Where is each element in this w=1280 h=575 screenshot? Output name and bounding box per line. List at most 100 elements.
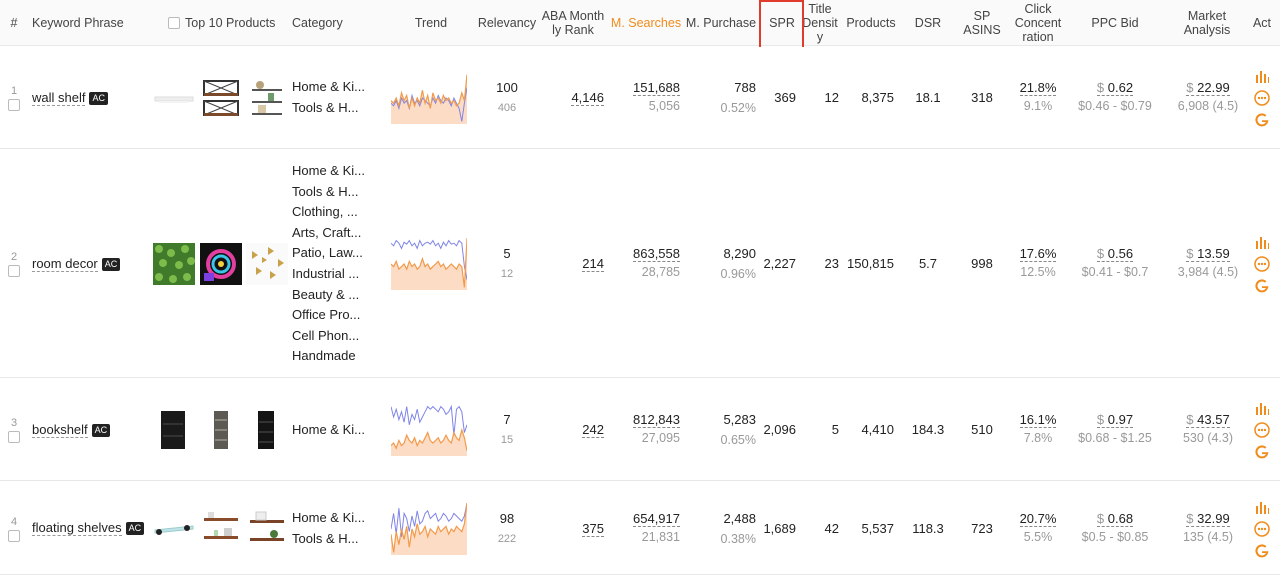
col-top10[interactable]: Top 10 Products [168, 0, 283, 46]
col-spr[interactable]: SPR [769, 16, 795, 30]
google-icon[interactable] [1254, 444, 1270, 460]
col-category[interactable]: Category [292, 16, 343, 30]
select-all-checkbox[interactable] [168, 17, 180, 29]
col-products[interactable]: Products [846, 16, 896, 30]
market-price-value[interactable]: $ 32.99 [1186, 511, 1230, 527]
market-price-value[interactable]: $ 22.99 [1186, 80, 1230, 96]
keyword-link[interactable]: bookshelf [32, 421, 88, 438]
category-item: Office Pro... [292, 307, 361, 323]
col-top10-label: Top 10 Products [185, 16, 276, 30]
row-checkbox[interactable] [8, 99, 20, 111]
category-item: Tools & H... [292, 530, 359, 546]
aba-rank-value[interactable]: 214 [582, 256, 604, 272]
col-click-line3: ration [1022, 30, 1054, 44]
bar-chart-icon[interactable] [1254, 234, 1270, 250]
ppc-bid-cell: $ 0.56 $0.41 - $0.7 [1070, 150, 1160, 378]
trend-cell[interactable] [390, 150, 468, 378]
trend-line-orange [391, 74, 467, 109]
col-ppc-bid[interactable]: PPC Bid [1091, 16, 1139, 30]
products-cell: 8,375 [836, 47, 894, 149]
trend-cell[interactable] [390, 482, 468, 575]
bar-chart-icon[interactable] [1254, 400, 1270, 416]
market-analysis-cell: $ 32.99 135 (4.5) [1166, 482, 1250, 575]
col-market-analysis[interactable]: Market Analysis [1172, 0, 1242, 46]
more-options-icon[interactable] [1254, 90, 1270, 106]
searches-cell: 863,558 28,785 [600, 150, 680, 378]
row-number-cell: 4 [0, 482, 28, 575]
searches-value[interactable]: 863,558 [633, 246, 680, 262]
searches-value[interactable]: 151,688 [633, 80, 680, 96]
ppc-bid-value[interactable]: $ 0.68 [1096, 511, 1134, 527]
category-cell: Home & Ki... [292, 379, 376, 481]
col-click-concentration[interactable]: Click Concent ration [1008, 0, 1068, 46]
click-concentration-value[interactable]: 17.6% [1019, 246, 1057, 262]
ppc-bid-value[interactable]: $ 0.62 [1096, 80, 1134, 96]
searches-value[interactable]: 654,917 [633, 510, 680, 527]
col-m-purchase[interactable]: M. Purchase [685, 16, 757, 30]
col-sp-asins[interactable]: SP ASINS [958, 0, 1006, 46]
col-dsr[interactable]: DSR [914, 16, 942, 30]
bar-chart-icon[interactable] [1254, 499, 1270, 515]
trend-area [391, 430, 467, 456]
col-m-searches[interactable]: M. Searches [610, 16, 682, 30]
click-concentration-sub: 7.8% [1023, 431, 1053, 445]
table-row: 3 bookshelf AC Home & Ki... 7 15 242 812… [0, 379, 1280, 481]
more-options-icon[interactable] [1254, 520, 1270, 537]
product-thumbnail[interactable] [246, 77, 288, 119]
top-products-cell [153, 47, 288, 149]
keyword-link[interactable]: wall shelf [32, 89, 86, 106]
col-title-density[interactable]: Title Densit y [800, 0, 840, 46]
product-thumbnail[interactable] [153, 243, 195, 285]
click-concentration-value[interactable]: 20.7% [1019, 510, 1057, 527]
google-icon[interactable] [1254, 112, 1270, 128]
google-icon[interactable] [1254, 278, 1270, 294]
aba-rank-value[interactable]: 375 [582, 520, 604, 537]
market-reviews: 6,908 (4.5) [1177, 99, 1239, 113]
product-thumbnail[interactable] [153, 508, 195, 550]
col-relevancy[interactable]: Relevancy [477, 16, 537, 30]
searches-value[interactable]: 812,843 [633, 412, 680, 428]
click-concentration-cell: 16.1% 7.8% [1008, 379, 1068, 481]
product-thumbnail[interactable] [200, 77, 242, 119]
product-thumbnail[interactable] [200, 409, 242, 451]
product-thumbnail[interactable] [153, 409, 195, 451]
google-icon[interactable] [1254, 543, 1270, 559]
trend-cell[interactable] [390, 47, 468, 149]
click-concentration-value[interactable]: 21.8% [1019, 80, 1057, 96]
title-density-value: 42 [824, 520, 839, 536]
trend-line-blue [391, 404, 467, 436]
dsr-value: 5.7 [918, 256, 938, 271]
more-options-icon[interactable] [1254, 256, 1270, 272]
keyword-link[interactable]: floating shelves [32, 520, 122, 536]
aba-rank-value[interactable]: 4,146 [571, 90, 604, 106]
product-thumbnail[interactable] [200, 508, 242, 550]
more-options-icon[interactable] [1254, 422, 1270, 438]
row-checkbox[interactable] [8, 431, 20, 443]
market-price-value[interactable]: $ 13.59 [1186, 246, 1230, 262]
click-concentration-value[interactable]: 16.1% [1019, 412, 1057, 428]
row-checkbox[interactable] [8, 529, 20, 542]
aba-rank-value[interactable]: 242 [582, 422, 604, 438]
product-thumbnail[interactable] [246, 508, 288, 550]
row-checkbox[interactable] [8, 265, 20, 277]
bar-chart-icon[interactable] [1254, 68, 1270, 84]
ppc-bid-value[interactable]: $ 0.56 [1096, 246, 1134, 262]
product-thumbnail[interactable] [246, 409, 288, 451]
col-aba-rank[interactable]: ABA Month ly Rank [538, 0, 608, 46]
market-price-value[interactable]: $ 43.57 [1186, 412, 1230, 428]
ppc-bid-value[interactable]: $ 0.97 [1096, 412, 1134, 428]
relevancy-sub: 15 [500, 434, 514, 446]
col-market-line1: Market [1187, 9, 1227, 23]
category-cell: Home & Ki... Tools & H... Clothing, ... Art… [292, 150, 376, 378]
product-thumbnail[interactable] [246, 243, 288, 285]
market-analysis-cell: $ 22.99 6,908 (4.5) [1166, 47, 1250, 149]
trend-cell[interactable] [390, 379, 468, 481]
product-thumbnail[interactable] [199, 243, 242, 285]
keyword-link[interactable]: room decor [32, 255, 98, 272]
ppc-bid-amount: 0.62 [1107, 80, 1134, 95]
spr-cell: 2,227 [756, 150, 796, 378]
product-thumbnail[interactable] [153, 77, 195, 119]
col-keyword[interactable]: Keyword Phrase [32, 16, 124, 30]
category-item: Handmade [292, 348, 356, 364]
market-analysis-cell: $ 43.57 530 (4.3) [1166, 379, 1250, 481]
